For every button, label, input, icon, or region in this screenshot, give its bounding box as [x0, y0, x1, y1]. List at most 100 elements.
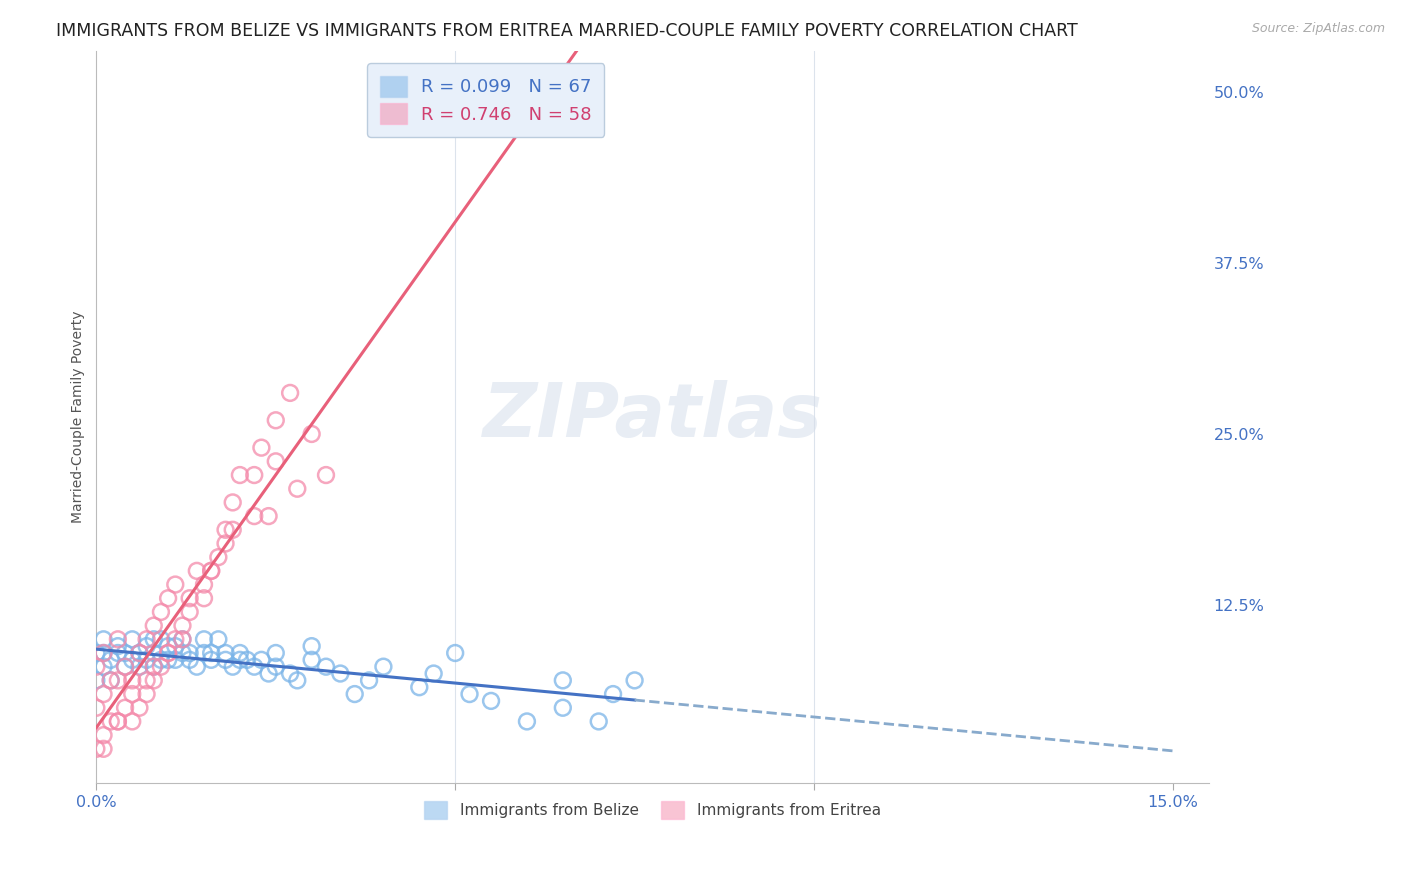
Point [200, 564, 222, 578]
Point [128, 659, 150, 673]
Point [588, 714, 610, 729]
Point [315, 659, 337, 673]
Point [207, 632, 229, 647]
Point [236, 653, 259, 667]
Text: Source: ZipAtlas.com: Source: ZipAtlas.com [1251, 22, 1385, 36]
Point [179, 591, 201, 606]
Point [135, 639, 157, 653]
Point [243, 509, 266, 524]
Point [93, 659, 115, 673]
Point [186, 564, 208, 578]
Point [623, 673, 645, 688]
Point [157, 646, 180, 660]
Point [551, 673, 574, 688]
Point [135, 673, 157, 688]
Point [257, 666, 280, 681]
Point [357, 673, 380, 688]
Point [107, 714, 129, 729]
Point [149, 632, 172, 647]
Point [229, 646, 252, 660]
Point [157, 653, 180, 667]
Point [214, 536, 236, 550]
Point [172, 632, 194, 647]
Point [422, 666, 444, 681]
Point [149, 605, 172, 619]
Point [165, 577, 187, 591]
Point [214, 646, 236, 660]
Point [602, 687, 624, 701]
Point [157, 639, 180, 653]
Point [193, 591, 215, 606]
Point [229, 653, 252, 667]
Y-axis label: Married-Couple Family Poverty: Married-Couple Family Poverty [72, 310, 86, 523]
Point [107, 646, 129, 660]
Point [193, 577, 215, 591]
Point [93, 646, 115, 660]
Point [149, 653, 172, 667]
Point [479, 694, 502, 708]
Point [207, 550, 229, 565]
Point [200, 646, 222, 660]
Point [165, 653, 187, 667]
Point [93, 646, 115, 660]
Point [86, 741, 108, 756]
Point [142, 618, 165, 632]
Point [114, 659, 136, 673]
Point [250, 441, 273, 455]
Point [165, 639, 187, 653]
Point [250, 653, 273, 667]
Point [121, 687, 143, 701]
Point [172, 632, 194, 647]
Point [200, 653, 222, 667]
Point [165, 632, 187, 647]
Point [128, 700, 150, 714]
Point [157, 591, 180, 606]
Point [100, 653, 122, 667]
Point [100, 673, 122, 688]
Point [343, 687, 366, 701]
Point [121, 714, 143, 729]
Point [278, 385, 301, 400]
Point [86, 646, 108, 660]
Point [551, 700, 574, 714]
Point [264, 646, 287, 660]
Point [114, 646, 136, 660]
Point [142, 659, 165, 673]
Point [222, 523, 245, 537]
Point [107, 673, 129, 688]
Point [157, 646, 180, 660]
Point [93, 728, 115, 742]
Point [142, 646, 165, 660]
Point [444, 646, 467, 660]
Point [114, 659, 136, 673]
Point [149, 659, 172, 673]
Point [135, 632, 157, 647]
Text: IMMIGRANTS FROM BELIZE VS IMMIGRANTS FROM ERITREA MARRIED-COUPLE FAMILY POVERTY : IMMIGRANTS FROM BELIZE VS IMMIGRANTS FRO… [56, 22, 1078, 40]
Point [301, 427, 323, 442]
Point [179, 605, 201, 619]
Point [179, 653, 201, 667]
Point [135, 687, 157, 701]
Point [86, 659, 108, 673]
Point [93, 687, 115, 701]
Point [329, 666, 352, 681]
Point [264, 413, 287, 427]
Point [222, 659, 245, 673]
Point [121, 673, 143, 688]
Point [107, 639, 129, 653]
Point [264, 454, 287, 468]
Point [516, 714, 538, 729]
Point [86, 673, 108, 688]
Point [257, 509, 280, 524]
Point [408, 680, 430, 694]
Point [222, 495, 245, 509]
Point [285, 673, 308, 688]
Point [301, 639, 323, 653]
Point [285, 482, 308, 496]
Point [172, 646, 194, 660]
Point [142, 632, 165, 647]
Point [114, 700, 136, 714]
Point [264, 659, 287, 673]
Point [200, 564, 222, 578]
Point [100, 673, 122, 688]
